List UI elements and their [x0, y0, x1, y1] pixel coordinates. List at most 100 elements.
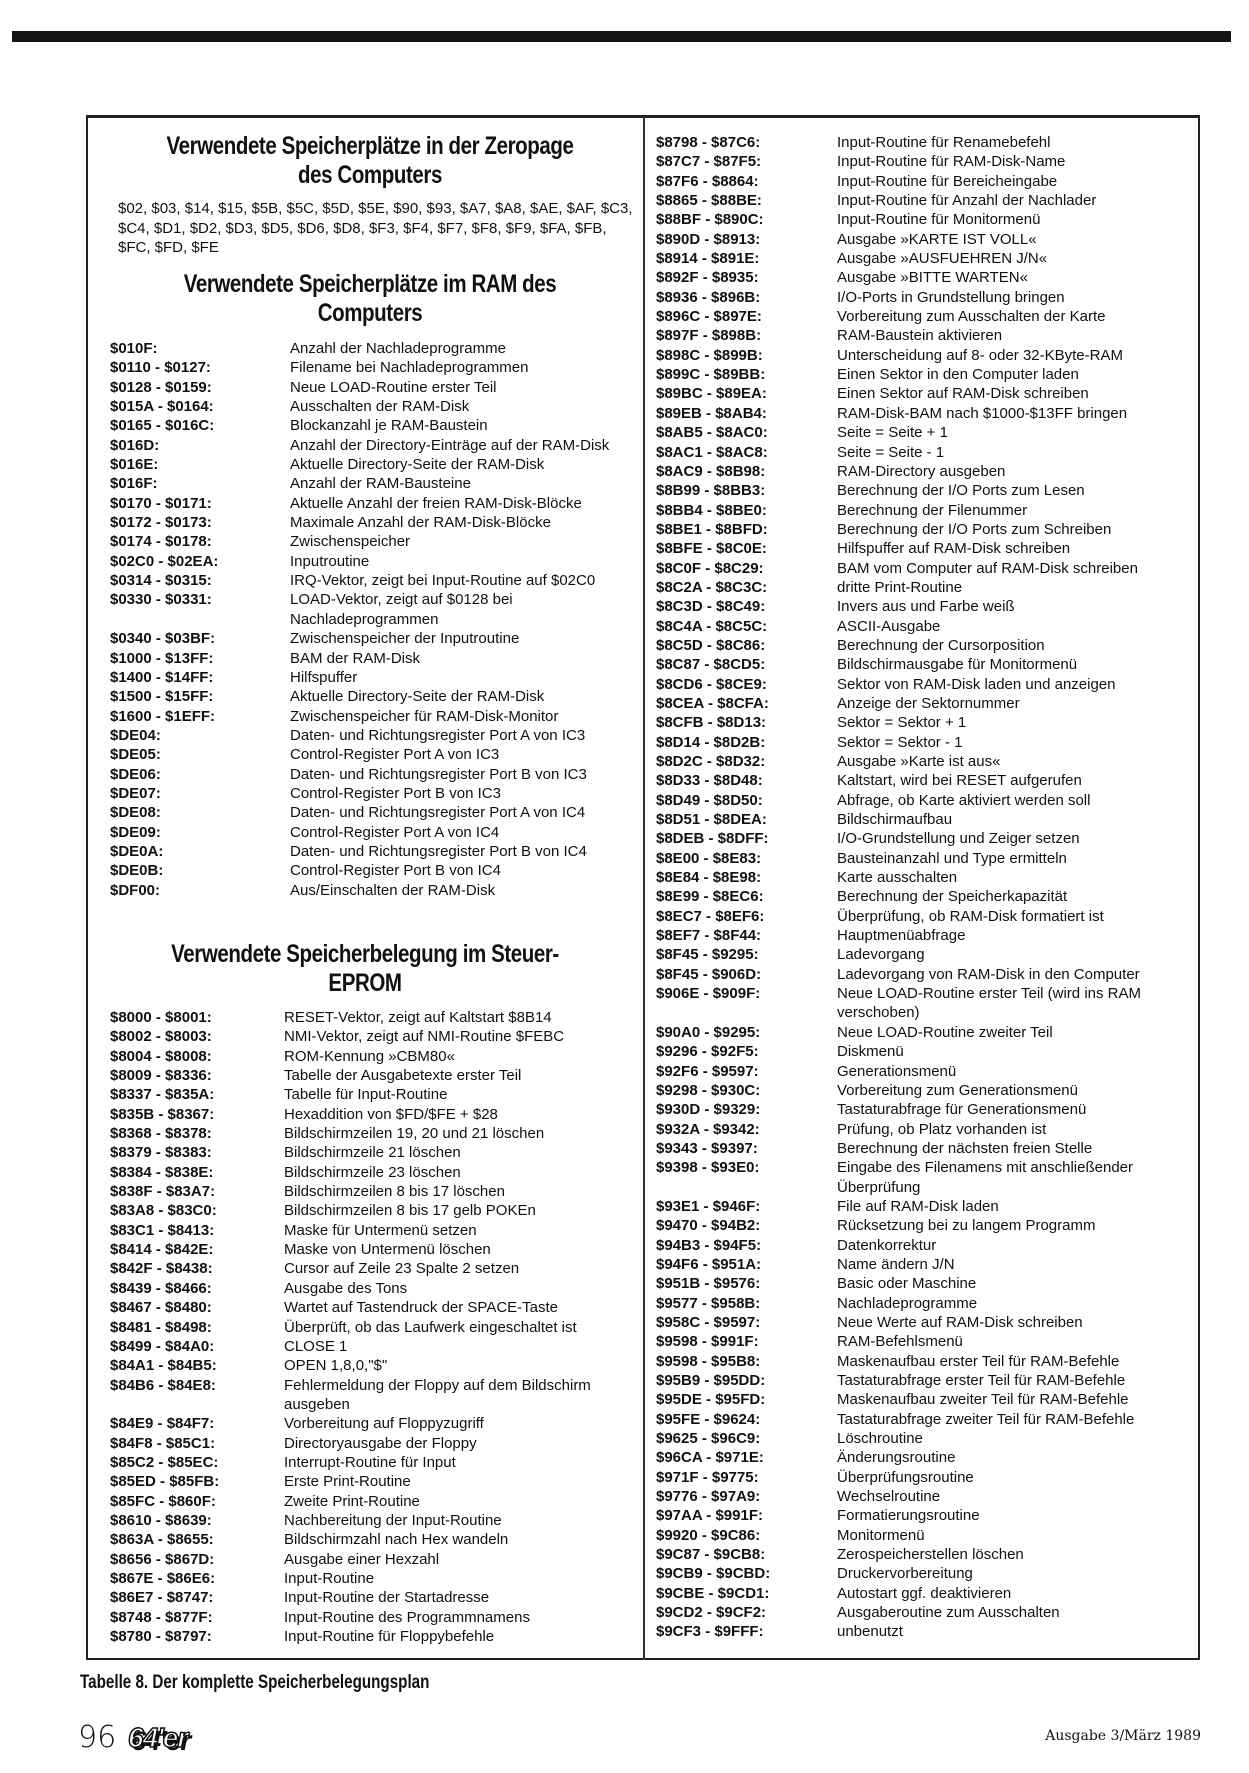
description: Hexaddition von $FD/$FE + $28	[284, 1105, 498, 1123]
description: Control-Register Port A von IC3	[290, 746, 500, 764]
address-range: $8D49 - $8D50:	[656, 791, 763, 809]
description: Ausgaberoutine zum Ausschalten	[837, 1604, 1060, 1622]
table-row: $8D2C - $8D32: Ausgabe »Karte ist aus«	[656, 752, 1196, 771]
table-row: $0110 - $0127: Filename bei Nachladeprogr…	[110, 358, 635, 377]
description: Seite = Seite - 1	[837, 443, 945, 461]
address-range: $8C4A - $8C5C:	[656, 617, 768, 635]
address-range: $8384 - $838E:	[110, 1163, 214, 1181]
address-range: $84F8 - $85C1:	[110, 1434, 216, 1452]
address-range: $8002 - $8003:	[110, 1028, 212, 1046]
description: Kaltstart, wird bei RESET aufgerufen	[837, 772, 1082, 790]
address-range: $9CF3 - $9FFF:	[656, 1623, 764, 1641]
address-range: $DE0B:	[110, 862, 164, 880]
address-range: $8000 - $8001:	[110, 1009, 212, 1026]
table-row: $8439 - $8466: Ausgabe des Tons	[110, 1279, 635, 1298]
table-row: $02C0 - $02EA: Inputroutine	[110, 552, 635, 571]
table-row: $DE09: Control-Register Port A von IC4	[110, 823, 635, 842]
address-range: $95B9 - $95DD:	[656, 1372, 766, 1389]
address-range: $897F - $898B:	[656, 327, 762, 345]
table-row: $9776 - $97A9: Wechselroutine	[656, 1487, 1196, 1506]
table-row: $842F - $8438: Cursor auf Zeile 23 Spalte…	[110, 1259, 635, 1278]
address-range: $8780 - $8797:	[110, 1628, 212, 1645]
description: Ausgabe »Karte ist aus«	[837, 753, 1001, 770]
address-range: $85C2 - $85EC:	[110, 1453, 219, 1471]
table-row: $1000 - $13FF: BAM der RAM-Disk	[110, 649, 635, 668]
table-row: $8002 - $8003: NMI-Vektor, zeigt auf NMI-…	[110, 1027, 635, 1046]
address-range: $8865 - $88BE:	[656, 192, 762, 210]
address-range: $932A - $9342:	[656, 1120, 760, 1138]
address-range: $DE05:	[110, 746, 161, 764]
address-range: $8C87 - $8CD5:	[656, 656, 766, 674]
table-row: $83C1 - $8413: Maske für Untermenü setzen	[110, 1221, 635, 1240]
address-range: $951B - $9576:	[656, 1275, 761, 1293]
description: Erste Print-Routine	[284, 1473, 411, 1491]
address-range: $8C0F - $8C29:	[656, 559, 764, 577]
table-row: $8B99 - $8BB3: Berechnung der I/O Ports z…	[656, 481, 1196, 500]
address-range: $9920 - $9C86:	[656, 1526, 761, 1544]
description: Sektor = Sektor + 1	[837, 714, 967, 732]
table-row: $8E00 - $8E83: Bausteinanzahl und Type er…	[656, 849, 1196, 868]
description: Anzahl der Nachladeprogramme	[290, 340, 506, 357]
description: Input-Routine der Startadresse	[284, 1589, 490, 1607]
description: dritte Print-Routine	[837, 578, 963, 596]
table-row: $0165 - $016C: Blockanzahl je RAM-Baustei…	[110, 416, 635, 435]
address-range: $8414 - $842E:	[110, 1241, 214, 1259]
table-row: $9CBE - $9CD1: Autostart ggf. deaktiviere…	[656, 1584, 1196, 1603]
table-row: $8BE1 - $8BFD: Berechnung der I/O Ports z…	[656, 520, 1196, 539]
table-row: $9C87 - $9CB8: Zerospeicherstellen lösche…	[656, 1545, 1196, 1564]
table-row: $8748 - $877F: Input-Routine des Programm…	[110, 1608, 635, 1627]
table-row: $8AC1 - $8AC8: Seite = Seite - 1	[656, 443, 1196, 462]
table-row: $8780 - $8797: Input-Routine für Floppybe…	[110, 1627, 635, 1646]
table-row: $016F: Anzahl der RAM-Bausteine	[110, 474, 635, 493]
address-range: $94F6 - $951A:	[656, 1255, 762, 1273]
address-range: $89EB - $8AB4:	[656, 404, 767, 422]
address-range: $0314 - $0315:	[110, 572, 212, 590]
table-row: $92F6 - $9597: Generationsmenü	[656, 1062, 1196, 1081]
eprom-table: $8000 - $8001: RESET-Vektor, zeigt auf Ka…	[110, 1008, 635, 1646]
address-range: $DE0A:	[110, 842, 164, 860]
description: Unterscheidung auf 8- oder 32-KByte-RAM	[837, 346, 1123, 364]
description: Input-Routine für Floppybefehle	[284, 1628, 495, 1645]
table-row: $0172 - $0173: Maximale Anzahl der RAM-Di…	[110, 513, 635, 532]
description: Diskmenü	[837, 1043, 904, 1061]
description: Überprüfung, ob RAM-Disk formatiert ist	[837, 907, 1104, 925]
address-range: $95FE - $9624:	[656, 1410, 761, 1428]
address-range: $890D - $8913:	[656, 230, 761, 248]
description: Zerospeicherstellen löschen	[837, 1546, 1024, 1564]
description: Wechselroutine	[837, 1488, 941, 1506]
table-row: $DE05: Control-Register Port A von IC3	[110, 745, 635, 764]
description: Control-Register Port B von IC3	[290, 784, 501, 802]
address-range: $892F - $8935:	[656, 269, 759, 287]
address-range: $94B3 - $94F5:	[656, 1236, 762, 1254]
address-range: $8F45 - $9295:	[656, 946, 759, 964]
address-range: $8BFE - $8C0E:	[656, 540, 767, 558]
description: Bildschirmzeilen 8 bis 17 gelb POKEn	[284, 1202, 536, 1220]
address-range: $8C2A - $8C3C:	[656, 578, 768, 596]
ram-table: $010F: Anzahl der Nachladeprogramme $0110 …	[110, 339, 635, 900]
table-row: $8000 - $8001: RESET-Vektor, zeigt auf Ka…	[110, 1008, 635, 1027]
table-row: $95DE - $95FD: Maskenaufbau zweiter Teil …	[656, 1390, 1196, 1409]
table-row: $95FE - $9624: Tastaturabfrage zweiter Te…	[656, 1410, 1196, 1429]
address-range: $9470 - $94B2:	[656, 1217, 761, 1235]
description: Directoryausgabe der Floppy	[284, 1434, 477, 1452]
description: Anzeige der Sektornummer	[837, 694, 1020, 712]
table-row: $89EB - $8AB4: RAM-Disk-BAM nach $1000-$1…	[656, 404, 1196, 423]
description: Basic oder Maschine	[837, 1275, 977, 1293]
address-range: $88BF - $890C:	[656, 211, 764, 229]
description: Vorbereitung zum Generationsmenü	[837, 1081, 1078, 1099]
address-range: $8368 - $8378:	[110, 1125, 212, 1143]
table-row: $0170 - $0171: Aktuelle Anzahl der freien…	[110, 494, 635, 513]
description: Input-Routine für Anzahl der Nachlader	[837, 192, 1097, 210]
address-range: $1000 - $13FF:	[110, 649, 214, 667]
description: Sektor von RAM-Disk laden und anzeigen	[837, 675, 1116, 693]
description: Cursor auf Zeile 23 Spalte 2 setzen	[284, 1260, 520, 1278]
table-row: $9598 - $991F: RAM-Befehlsmenü	[656, 1332, 1196, 1351]
description: Bildschirmzahl nach Hex wandeln	[284, 1531, 509, 1549]
page-number: 96	[78, 1720, 117, 1755]
table-row: $8656 - $867D: Ausgabe einer Hexzahl	[110, 1550, 635, 1569]
address-range: $8914 - $891E:	[656, 250, 760, 268]
address-range: $95DE - $95FD:	[656, 1391, 766, 1409]
description: Neue LOAD-Routine erster Teil (wird ins …	[837, 985, 1141, 1022]
address-range: $85ED - $85FB:	[110, 1473, 220, 1491]
address-range: $971F - $9775:	[656, 1468, 759, 1486]
